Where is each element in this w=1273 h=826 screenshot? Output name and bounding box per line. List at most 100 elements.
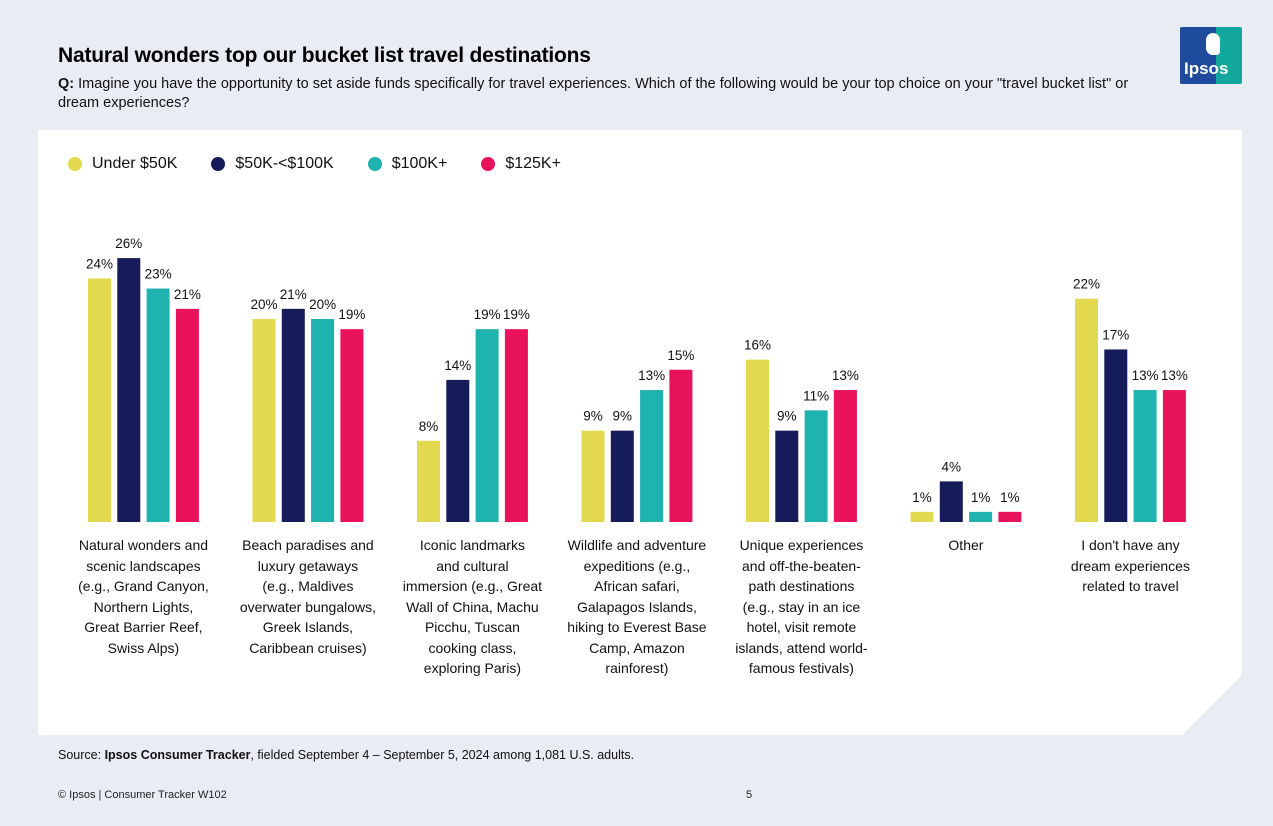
- data-label: 14%: [444, 358, 471, 373]
- category-label-line: Caribbean cruises): [249, 639, 367, 656]
- ipsos-logo: Ipsos: [1180, 27, 1242, 84]
- category-label: I don't have any dream experiences related…: [1050, 535, 1210, 597]
- category-label-line: immersion (e.g., Great: [402, 578, 543, 594]
- bar: [175, 308, 199, 522]
- bar: [1075, 298, 1098, 522]
- category-label-line: Great Barrier Reef,: [84, 619, 203, 635]
- bar: [640, 390, 664, 522]
- data-label: 13%: [638, 368, 665, 383]
- category-label-line: expeditions (e.g.,: [583, 557, 691, 574]
- data-label: 4%: [942, 459, 962, 474]
- source-prefix: Source:: [58, 748, 102, 762]
- source-note: Source: Ipsos Consumer Tracker, fielded …: [58, 748, 634, 762]
- bar: [1162, 390, 1186, 522]
- data-label: 20%: [309, 297, 336, 312]
- bar: [669, 369, 693, 522]
- category-label-line: (e.g., Maldives: [262, 578, 354, 594]
- data-label: 13%: [1161, 368, 1188, 383]
- bar: [340, 329, 364, 522]
- legend-swatch: [68, 157, 82, 171]
- data-label: 9%: [583, 409, 603, 424]
- legend-swatch: [211, 157, 226, 171]
- bar: [746, 359, 769, 522]
- survey-question: Q: Imagine you have the opportunity to s…: [58, 75, 1138, 113]
- data-label: 17%: [1102, 327, 1129, 342]
- bar: [833, 390, 857, 522]
- category-label-line: Picchu, Tuscan: [424, 619, 520, 635]
- category-label-line: Wall of China, Machu: [406, 598, 539, 615]
- bar: [1133, 390, 1157, 522]
- source-detail: , fielded September 4 – September 5, 202…: [250, 748, 635, 762]
- logo-head-icon: [1206, 33, 1220, 55]
- bar: [475, 329, 499, 522]
- chart-panel: [38, 130, 1242, 735]
- legend-item: Under $50K: [68, 155, 177, 173]
- category-label-line: overwater bungalows,: [239, 598, 377, 615]
- data-label: 26%: [115, 236, 142, 251]
- data-label: 24%: [86, 256, 113, 271]
- data-label: 1%: [971, 490, 991, 505]
- data-label: 16%: [744, 338, 771, 353]
- category-label: Iconic landmarks and cultural immersion (e…: [392, 535, 552, 679]
- bar: [504, 329, 528, 522]
- bar: [446, 379, 470, 522]
- category-label: Unique experiences and off-the-beaten-pat…: [721, 535, 881, 679]
- legend-swatch: [481, 157, 496, 171]
- bar: [969, 511, 993, 522]
- category-label-line: exploring Paris): [423, 660, 522, 676]
- data-label: 9%: [613, 409, 633, 424]
- data-label: 1%: [1000, 490, 1020, 505]
- category-label-line: luxury getaways: [257, 557, 359, 574]
- category-label-line: Galapagos Islands,: [577, 598, 697, 615]
- bar: [910, 511, 934, 522]
- logo-text: Ipsos: [1184, 59, 1229, 78]
- bar: [311, 319, 335, 522]
- category-label-line: Swiss Alps): [107, 639, 180, 656]
- category-label: Beach paradises and luxury getaways (e.g.,…: [228, 535, 388, 658]
- category-label-line: islands, attend world-: [735, 639, 868, 656]
- category-label-line: Wildlife and adventure: [567, 537, 707, 553]
- category-label-line: I don't have any: [1081, 537, 1180, 553]
- data-label: 8%: [419, 419, 439, 434]
- data-label: 20%: [250, 297, 277, 312]
- bar: [1104, 349, 1128, 522]
- data-label: 1%: [912, 490, 932, 505]
- bar: [804, 410, 828, 522]
- bar: [117, 258, 141, 522]
- data-label: 19%: [503, 307, 530, 322]
- category-label-line: path destinations: [748, 578, 855, 594]
- category-label-line: cooking class,: [428, 639, 517, 656]
- bar: [775, 430, 799, 522]
- category-label-line: Unique experiences: [739, 537, 864, 553]
- bar: [939, 481, 963, 522]
- category-label-line: hotel, visit remote: [746, 619, 857, 635]
- bar: [281, 308, 305, 522]
- legend-item: $125K+: [481, 155, 561, 173]
- legend-label: $100K+: [391, 155, 448, 172]
- question-prefix: Q:: [58, 76, 75, 92]
- category-label: Other: [886, 535, 1046, 556]
- category-label-line: Iconic landmarks: [419, 537, 525, 553]
- data-label: 9%: [777, 409, 797, 424]
- category-label-line: and cultural: [436, 557, 509, 574]
- legend-item: $50K-<$100K: [211, 155, 334, 173]
- category-label-line: Other: [948, 537, 984, 553]
- data-label: 13%: [832, 368, 859, 383]
- data-label: 13%: [1132, 368, 1159, 383]
- question-text: Imagine you have the opportunity to set …: [58, 76, 1129, 111]
- category-label-line: dream experiences: [1070, 557, 1190, 574]
- category-label: Wildlife and adventure expeditions (e.g.,…: [557, 535, 717, 679]
- legend-label: Under $50K: [92, 155, 178, 172]
- category-label-line: African safari,: [594, 578, 680, 594]
- bar: [610, 430, 634, 522]
- chart-legend: Under $50K $50K-<$100K $100K+ $125K+: [68, 155, 561, 173]
- bar: [146, 288, 170, 522]
- category-label-line: (e.g., stay in an ice: [742, 598, 861, 615]
- page-number: 5: [746, 789, 753, 801]
- data-label: 23%: [145, 267, 172, 282]
- category-label-line: related to travel: [1082, 578, 1179, 594]
- bar: [252, 319, 276, 522]
- legend-label: $125K+: [505, 155, 561, 172]
- category-label-line: Camp, Amazon: [589, 639, 685, 656]
